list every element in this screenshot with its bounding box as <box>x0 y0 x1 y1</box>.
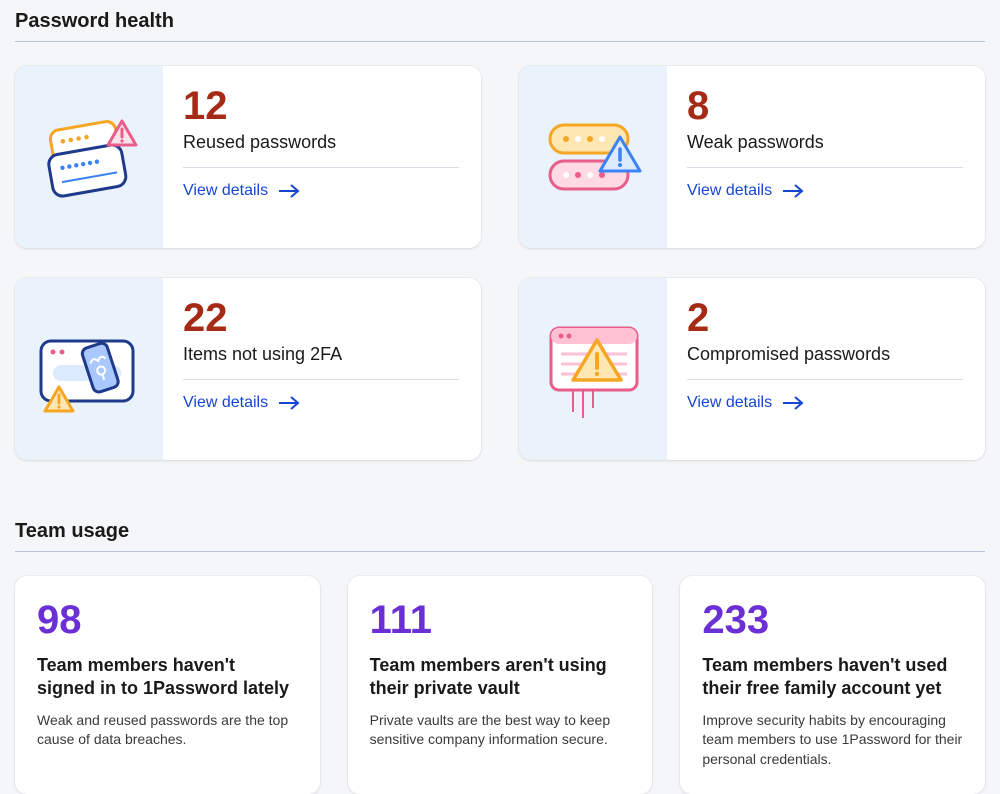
section-divider <box>15 551 985 552</box>
card-body: 12 Reused passwords View details <box>163 66 481 248</box>
compromised-count: 2 <box>687 298 963 338</box>
password-health-title: Password health <box>15 10 985 41</box>
arrow-right-icon <box>782 184 804 198</box>
usage-desc-text: Weak and reused passwords are the top ca… <box>37 711 298 750</box>
card-icon-column <box>15 278 163 460</box>
card-body: 8 Weak passwords View details <box>667 66 985 248</box>
compromised-passwords-card: 2 Compromised passwords View details <box>519 278 985 460</box>
weak-label: Weak passwords <box>687 132 963 153</box>
view-details-label: View details <box>183 182 268 200</box>
usage-desc-text: Improve security habits by encouraging t… <box>702 711 963 770</box>
weak-passwords-icon <box>538 107 648 207</box>
card-body: 2 Compromised passwords View details <box>667 278 985 460</box>
no-2fa-label: Items not using 2FA <box>183 344 459 365</box>
usage-title-text: Team members haven't used their free fam… <box>702 654 963 701</box>
reused-label: Reused passwords <box>183 132 459 153</box>
team-usage-title: Team usage <box>15 520 985 551</box>
usage-card-family-account: 233 Team members haven't used their free… <box>680 576 985 794</box>
no-2fa-icon <box>29 319 149 419</box>
usage-count: 98 <box>37 600 298 640</box>
weak-passwords-card: 8 Weak passwords View details <box>519 66 985 248</box>
arrow-right-icon <box>278 396 300 410</box>
card-divider <box>183 379 459 380</box>
no-2fa-card: 22 Items not using 2FA View details <box>15 278 481 460</box>
usage-title-text: Team members aren't using their private … <box>370 654 631 701</box>
view-details-label: View details <box>183 394 268 412</box>
view-details-label: View details <box>687 394 772 412</box>
view-details-link[interactable]: View details <box>687 182 963 200</box>
usage-card-private-vault: 111 Team members aren't using their priv… <box>348 576 653 794</box>
usage-count: 233 <box>702 600 963 640</box>
card-icon-column <box>15 66 163 248</box>
usage-title-text: Team members haven't signed in to 1Passw… <box>37 654 298 701</box>
team-usage-grid: 98 Team members haven't signed in to 1Pa… <box>15 576 985 794</box>
card-divider <box>183 167 459 168</box>
card-icon-column <box>519 278 667 460</box>
arrow-right-icon <box>782 396 804 410</box>
arrow-right-icon <box>278 184 300 198</box>
password-health-grid: 12 Reused passwords View details 8 We <box>15 66 985 460</box>
no-2fa-count: 22 <box>183 298 459 338</box>
view-details-link[interactable]: View details <box>183 182 459 200</box>
card-body: 22 Items not using 2FA View details <box>163 278 481 460</box>
card-divider <box>687 379 963 380</box>
card-icon-column <box>519 66 667 248</box>
usage-card-signin: 98 Team members haven't signed in to 1Pa… <box>15 576 320 794</box>
view-details-link[interactable]: View details <box>183 394 459 412</box>
compromised-passwords-icon <box>533 314 653 424</box>
weak-count: 8 <box>687 86 963 126</box>
reused-passwords-icon <box>34 107 144 207</box>
compromised-label: Compromised passwords <box>687 344 963 365</box>
usage-count: 111 <box>370 600 631 640</box>
view-details-label: View details <box>687 182 772 200</box>
usage-desc-text: Private vaults are the best way to keep … <box>370 711 631 750</box>
section-divider <box>15 41 985 42</box>
view-details-link[interactable]: View details <box>687 394 963 412</box>
reused-count: 12 <box>183 86 459 126</box>
reused-passwords-card: 12 Reused passwords View details <box>15 66 481 248</box>
card-divider <box>687 167 963 168</box>
